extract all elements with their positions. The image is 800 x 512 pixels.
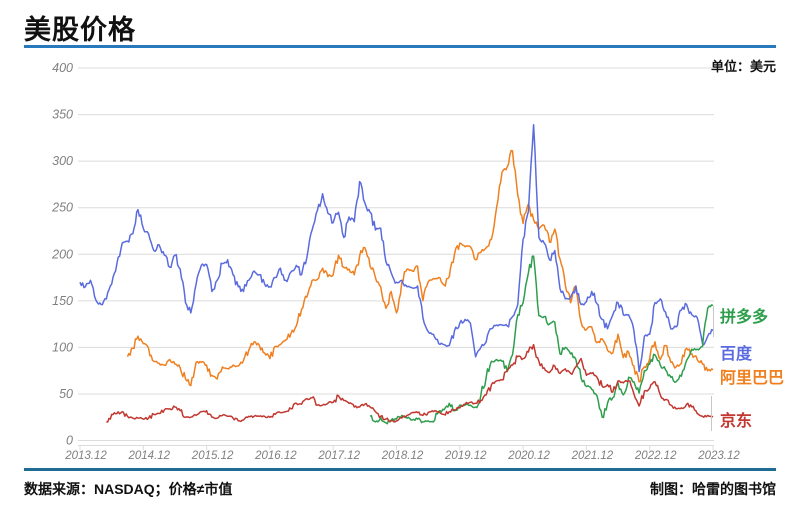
x-tick-label: 2020.12	[507, 450, 550, 462]
footer-rule	[24, 468, 776, 471]
y-tick-label: 100	[52, 340, 73, 354]
x-tick-label: 2016.12	[254, 450, 297, 462]
x-tick-label: 2014.12	[128, 450, 171, 462]
series-line-4	[106, 343, 714, 423]
legend-label-2: 百度	[720, 346, 753, 363]
footer-source: 数据来源：NASDAQ；价格≠市值	[24, 481, 233, 497]
title-rule	[24, 45, 776, 48]
legend-label-3: 阿里巴巴	[720, 370, 785, 387]
x-tick-label: 2023.12	[697, 450, 740, 462]
x-tick-label: 2019.12	[444, 450, 487, 462]
y-tick-label: 300	[52, 154, 73, 168]
series-line-1	[369, 255, 714, 425]
y-tick-label: 50	[59, 387, 73, 401]
series-line-3	[126, 149, 714, 387]
y-tick-label: 400	[52, 61, 73, 75]
unit-label: 单位：美元	[710, 59, 776, 74]
x-tick-label: 2018.12	[381, 450, 424, 462]
y-tick-label: 150	[52, 294, 73, 308]
page-title: 美股价格	[24, 15, 136, 45]
legend-label-1: 拼多多	[720, 309, 769, 326]
y-tick-label: 0	[66, 434, 73, 448]
legend-label-4: 京东	[720, 413, 753, 430]
series-line-2	[79, 124, 714, 373]
x-tick-label: 2021.12	[571, 450, 614, 462]
y-tick-label: 250	[51, 201, 73, 215]
footer-credit: 制图：哈雷的图书馆	[650, 481, 776, 497]
x-tick-label: 2022.12	[634, 450, 677, 462]
y-tick-label: 200	[51, 247, 73, 261]
y-tick-label: 350	[52, 108, 73, 122]
x-tick-label: 2015.12	[191, 450, 234, 462]
x-tick-label: 2013.12	[64, 450, 107, 462]
x-tick-label: 2017.12	[317, 450, 360, 462]
